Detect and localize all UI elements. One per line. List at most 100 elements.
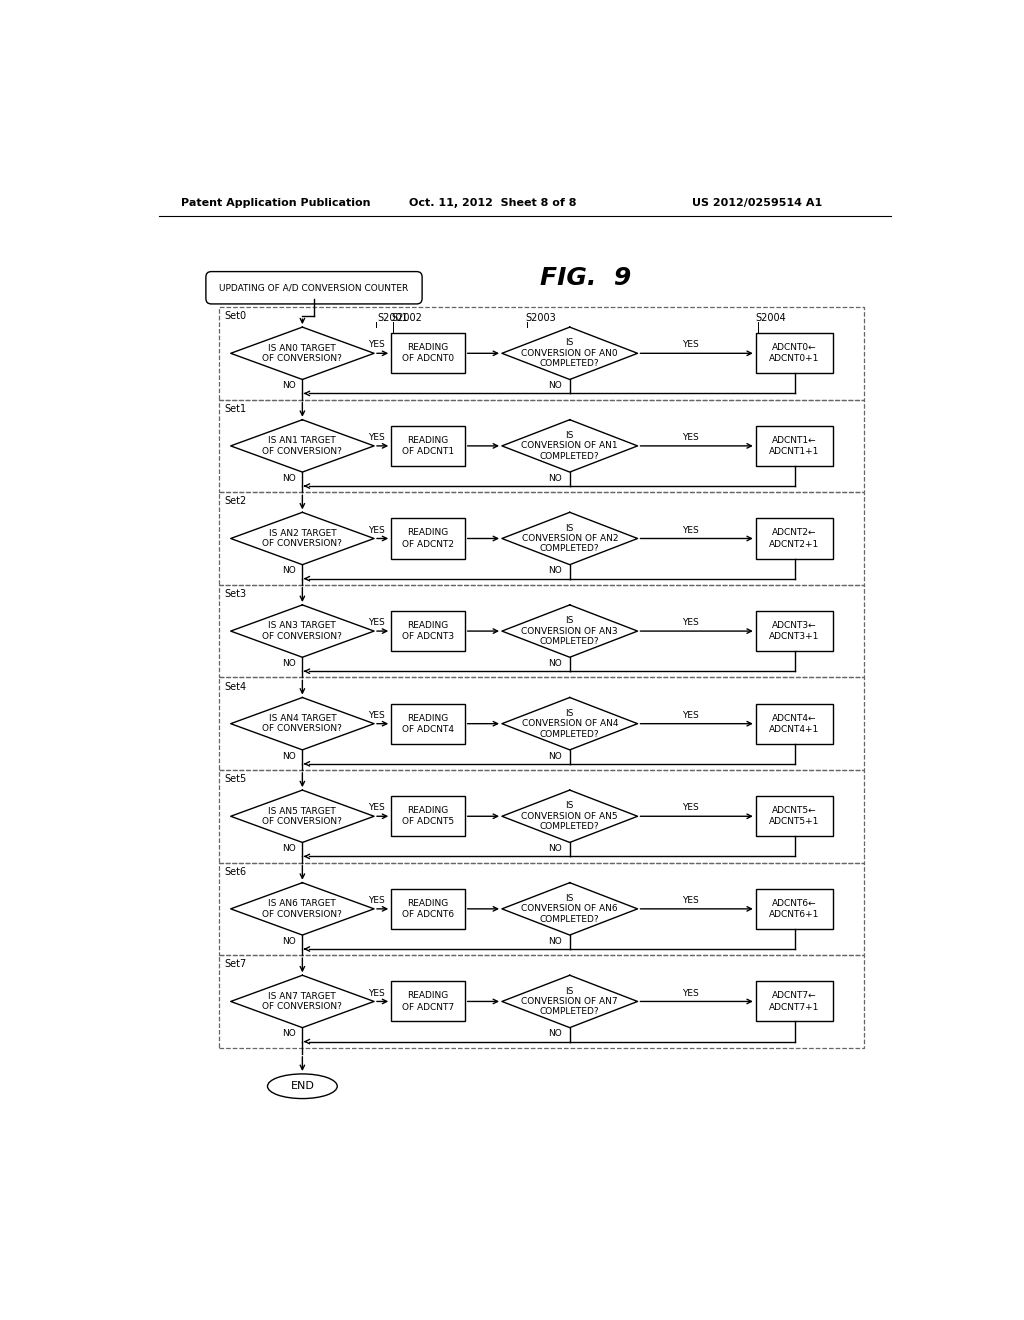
Bar	[391, 611, 465, 651]
Ellipse shape	[267, 1074, 337, 1098]
Bar	[219, 585, 864, 677]
Text: READING
OF ADCNT2: READING OF ADCNT2	[402, 528, 454, 549]
Bar	[756, 888, 834, 929]
Text: IS
CONVERSION OF AN5
COMPLETED?: IS CONVERSION OF AN5 COMPLETED?	[521, 801, 618, 832]
Text: IS AN0 TARGET
OF CONVERSION?: IS AN0 TARGET OF CONVERSION?	[262, 343, 342, 363]
Text: Oct. 11, 2012  Sheet 8 of 8: Oct. 11, 2012 Sheet 8 of 8	[409, 198, 577, 209]
Text: ADCNT5←
ADCNT5+1: ADCNT5← ADCNT5+1	[769, 807, 819, 826]
Text: Set0: Set0	[224, 312, 246, 321]
Text: YES: YES	[368, 989, 385, 998]
Text: ADCNT3←
ADCNT3+1: ADCNT3← ADCNT3+1	[769, 620, 819, 642]
Bar	[756, 982, 834, 1022]
Polygon shape	[230, 327, 374, 379]
Text: READING
OF ADCNT1: READING OF ADCNT1	[401, 436, 454, 455]
Text: Set6: Set6	[224, 867, 246, 876]
Polygon shape	[502, 327, 638, 379]
Bar	[756, 519, 834, 558]
Text: READING
OF ADCNT5: READING OF ADCNT5	[401, 807, 454, 826]
Text: ADCNT1←
ADCNT1+1: ADCNT1← ADCNT1+1	[769, 436, 819, 455]
Bar	[219, 400, 864, 492]
Text: YES: YES	[368, 804, 385, 812]
Polygon shape	[230, 605, 374, 657]
Polygon shape	[230, 975, 374, 1028]
Text: NO: NO	[548, 1030, 562, 1039]
Text: NO: NO	[548, 751, 562, 760]
Text: YES: YES	[682, 711, 698, 719]
Text: NO: NO	[283, 843, 296, 853]
Text: NO: NO	[283, 381, 296, 391]
Bar	[391, 333, 465, 374]
Text: FIG.  9: FIG. 9	[540, 265, 631, 290]
Polygon shape	[230, 420, 374, 473]
Text: Set4: Set4	[224, 681, 246, 692]
Text: NO: NO	[283, 751, 296, 760]
Text: YES: YES	[682, 525, 698, 535]
Text: IS
CONVERSION OF AN4
COMPLETED?: IS CONVERSION OF AN4 COMPLETED?	[521, 709, 618, 739]
Text: NO: NO	[283, 659, 296, 668]
Text: ADCNT4←
ADCNT4+1: ADCNT4← ADCNT4+1	[769, 714, 819, 734]
Polygon shape	[230, 697, 374, 750]
Bar	[391, 704, 465, 743]
Bar	[391, 519, 465, 558]
Bar	[756, 426, 834, 466]
Text: IS AN2 TARGET
OF CONVERSION?: IS AN2 TARGET OF CONVERSION?	[262, 529, 342, 548]
Text: IS AN6 TARGET
OF CONVERSION?: IS AN6 TARGET OF CONVERSION?	[262, 899, 342, 919]
Text: END: END	[291, 1081, 314, 1092]
Text: YES: YES	[682, 341, 698, 350]
Text: S2001: S2001	[377, 313, 408, 323]
Text: IS AN1 TARGET
OF CONVERSION?: IS AN1 TARGET OF CONVERSION?	[262, 436, 342, 455]
FancyBboxPatch shape	[206, 272, 422, 304]
Text: YES: YES	[682, 989, 698, 998]
Text: UPDATING OF A/D CONVERSION COUNTER: UPDATING OF A/D CONVERSION COUNTER	[219, 284, 409, 292]
Bar	[219, 492, 864, 585]
Polygon shape	[502, 975, 638, 1028]
Text: IS
CONVERSION OF AN1
COMPLETED?: IS CONVERSION OF AN1 COMPLETED?	[521, 432, 618, 461]
Text: NO: NO	[283, 937, 296, 945]
Text: YES: YES	[368, 525, 385, 535]
Text: Set5: Set5	[224, 775, 247, 784]
Text: IS AN5 TARGET
OF CONVERSION?: IS AN5 TARGET OF CONVERSION?	[262, 807, 342, 826]
Text: YES: YES	[368, 341, 385, 350]
Text: READING
OF ADCNT3: READING OF ADCNT3	[401, 620, 454, 642]
Text: NO: NO	[548, 474, 562, 483]
Bar	[219, 862, 864, 956]
Text: NO: NO	[548, 937, 562, 945]
Bar	[756, 704, 834, 743]
Bar	[391, 888, 465, 929]
Text: YES: YES	[682, 618, 698, 627]
Text: Set2: Set2	[224, 496, 247, 507]
Text: YES: YES	[368, 618, 385, 627]
Text: Set3: Set3	[224, 589, 246, 599]
Text: READING
OF ADCNT0: READING OF ADCNT0	[401, 343, 454, 363]
Text: ADCNT6←
ADCNT6+1: ADCNT6← ADCNT6+1	[769, 899, 819, 919]
Bar	[391, 796, 465, 837]
Text: IS AN4 TARGET
OF CONVERSION?: IS AN4 TARGET OF CONVERSION?	[262, 714, 342, 734]
Text: NO: NO	[548, 566, 562, 576]
Text: YES: YES	[682, 896, 698, 906]
Text: YES: YES	[368, 711, 385, 719]
Text: NO: NO	[283, 1030, 296, 1039]
Polygon shape	[502, 512, 638, 565]
Text: IS
CONVERSION OF AN2
COMPLETED?: IS CONVERSION OF AN2 COMPLETED?	[521, 524, 618, 553]
Polygon shape	[230, 883, 374, 935]
Text: READING
OF ADCNT7: READING OF ADCNT7	[401, 991, 454, 1011]
Polygon shape	[502, 605, 638, 657]
Text: Set7: Set7	[224, 960, 247, 969]
Text: READING
OF ADCNT6: READING OF ADCNT6	[401, 899, 454, 919]
Text: IS AN3 TARGET
OF CONVERSION?: IS AN3 TARGET OF CONVERSION?	[262, 622, 342, 640]
Text: IS AN7 TARGET
OF CONVERSION?: IS AN7 TARGET OF CONVERSION?	[262, 991, 342, 1011]
Text: NO: NO	[548, 659, 562, 668]
Text: YES: YES	[682, 433, 698, 442]
Text: US 2012/0259514 A1: US 2012/0259514 A1	[692, 198, 822, 209]
Bar	[391, 426, 465, 466]
Text: Set1: Set1	[224, 404, 246, 414]
Polygon shape	[502, 697, 638, 750]
Text: ADCNT0←
ADCNT0+1: ADCNT0← ADCNT0+1	[769, 343, 819, 363]
Polygon shape	[502, 883, 638, 935]
Text: READING
OF ADCNT4: READING OF ADCNT4	[402, 714, 454, 734]
Text: YES: YES	[682, 804, 698, 812]
Polygon shape	[230, 512, 374, 565]
Text: IS
CONVERSION OF AN7
COMPLETED?: IS CONVERSION OF AN7 COMPLETED?	[521, 986, 618, 1016]
Bar	[391, 982, 465, 1022]
Text: YES: YES	[368, 896, 385, 906]
